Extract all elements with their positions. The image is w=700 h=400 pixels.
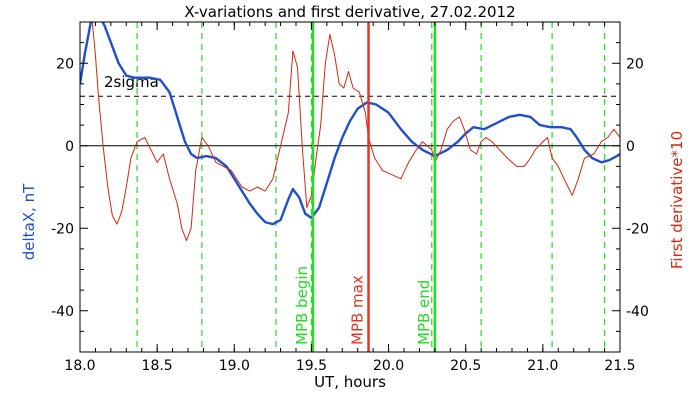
y-axis-label-right: First derivative*10 — [668, 131, 686, 269]
x-axis-label: UT, hours — [314, 373, 386, 391]
y-tick-label-right: 0 — [626, 139, 635, 155]
marker-label: MPB end — [415, 280, 433, 345]
x-tick-label: 19.0 — [219, 358, 250, 374]
derivative-series-line — [91, 22, 620, 242]
x-tick-label: 20.0 — [373, 358, 404, 374]
chart-title: X-variations and first derivative, 27.02… — [184, 3, 515, 21]
y-tick-label-left: 20 — [56, 56, 74, 72]
x-tick-label: 20.5 — [450, 358, 481, 374]
plot-area: MPB begin MPB max MPB end 18.0 18.5 19.0 19.5 2… — [51, 21, 649, 374]
x-tick-label: 19.5 — [296, 358, 327, 374]
deltax-series-line — [80, 22, 620, 226]
y-tick-label-left: 0 — [65, 139, 74, 155]
marker-label: MPB max — [349, 275, 367, 345]
y-tick-label-left: -40 — [51, 304, 74, 320]
x-tick-label: 18.5 — [142, 358, 173, 374]
x-tick-label: 18.0 — [64, 358, 95, 374]
y-tick-label-right: -20 — [626, 221, 649, 237]
marker-label: MPB begin — [293, 266, 311, 345]
x-tick-label: 21.5 — [604, 358, 635, 374]
y-axis-label-left: deltaX, nT — [20, 183, 38, 260]
two-sigma-label: 2sigma — [104, 73, 159, 91]
x-tick-label: 21.0 — [527, 358, 558, 374]
y-tick-label-left: -20 — [51, 221, 74, 237]
y-tick-label-right: 20 — [626, 56, 644, 72]
y-tick-label-right: -40 — [626, 304, 649, 320]
